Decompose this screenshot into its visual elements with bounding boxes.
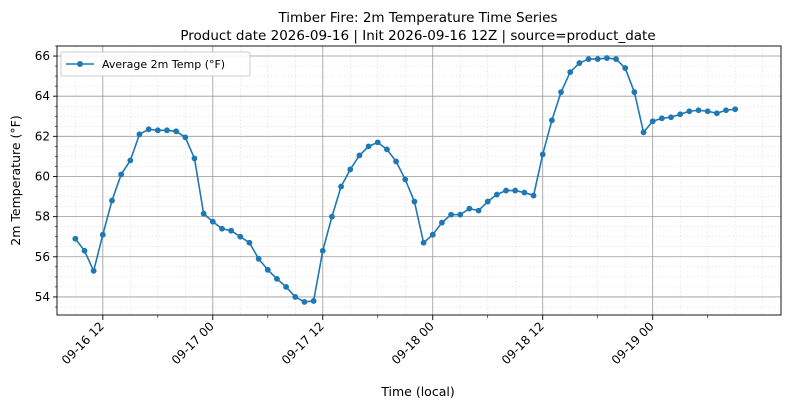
plot-frame [56, 45, 782, 316]
data-point [209, 218, 216, 225]
x-tick-label: 09-18 00 [389, 319, 437, 367]
y-tick-label: 62 [35, 129, 50, 143]
legend: Average 2m Temp (°F) [60, 51, 251, 77]
data-point [154, 127, 161, 134]
data-point [109, 197, 115, 204]
chart-title: Timber Fire: 2m Temperature Time Series [277, 10, 557, 26]
data-point [484, 198, 491, 205]
data-point [292, 294, 299, 300]
y-tick-label: 54 [35, 290, 50, 304]
data-point [439, 219, 445, 226]
data-point [301, 299, 308, 305]
data-point [164, 127, 170, 134]
data-point [429, 231, 436, 238]
data-point [384, 146, 390, 153]
data-point [686, 108, 693, 115]
data-point [503, 187, 509, 194]
data-point [99, 231, 106, 238]
data-point [182, 134, 189, 141]
data-point [118, 171, 125, 178]
data-point [356, 152, 363, 159]
data-point [246, 239, 253, 246]
data-point [668, 114, 674, 121]
data-point [658, 115, 665, 122]
y-axis-label: 2m Temperature (°F) [8, 115, 23, 245]
data-point [640, 129, 647, 136]
data-point [255, 255, 262, 262]
chart-subtitle: Product date 2026-09-16 | Init 2026-09-1… [180, 28, 655, 44]
data-point [145, 126, 152, 133]
data-point [136, 131, 143, 138]
data-point [521, 189, 528, 196]
legend-label: Average 2m Temp (°F) [102, 58, 225, 71]
grid [57, 45, 781, 315]
data-point [494, 191, 500, 198]
data-point [393, 158, 399, 165]
data-point [457, 211, 464, 218]
data-point [329, 213, 335, 220]
data-point [173, 128, 180, 135]
data-point [723, 107, 729, 114]
data-point [512, 187, 519, 194]
y-tick-label: 56 [35, 250, 50, 264]
y-tick-label: 64 [35, 89, 50, 103]
data-point [649, 118, 656, 125]
data-point [576, 60, 583, 66]
data-point [622, 65, 629, 71]
series-layer [72, 55, 739, 305]
x-tick-label: 09-19 00 [609, 319, 657, 367]
data-point [548, 117, 555, 124]
data-point [466, 205, 473, 212]
data-point [191, 155, 198, 162]
legend-marker [77, 61, 83, 67]
data-point [631, 89, 638, 96]
data-point [539, 151, 546, 158]
data-point [677, 111, 684, 118]
data-point [319, 247, 326, 254]
data-point [310, 298, 317, 304]
legend-box [60, 51, 251, 77]
y-tick-label: 60 [35, 169, 50, 183]
data-point [338, 183, 344, 190]
x-tick-label: 09-16 12 [59, 319, 107, 367]
data-point [475, 207, 482, 214]
data-point [530, 192, 537, 199]
data-point [274, 275, 280, 282]
data-point [365, 143, 372, 150]
data-point [585, 56, 592, 62]
data-point [283, 284, 290, 290]
data-point [72, 235, 79, 242]
data-point [732, 106, 739, 113]
data-point [420, 239, 427, 246]
y-tick-label: 66 [35, 49, 50, 63]
data-point [558, 89, 564, 96]
data-point [695, 107, 702, 114]
x-tick-label: 09-17 12 [279, 319, 327, 367]
data-point [219, 225, 225, 232]
data-point [127, 157, 134, 164]
x-tick-label: 09-17 00 [169, 319, 217, 367]
y-tick-label: 58 [35, 210, 50, 224]
data-point [704, 108, 711, 115]
data-point [448, 211, 454, 218]
data-point [90, 267, 97, 274]
data-point [713, 110, 720, 117]
data-point [347, 166, 354, 173]
data-point [594, 56, 601, 62]
data-point [411, 198, 418, 205]
data-point [402, 176, 409, 183]
data-point [237, 233, 244, 240]
x-tick-label: 09-18 12 [499, 319, 547, 367]
data-point [264, 266, 271, 273]
data-point [200, 210, 207, 217]
data-point [613, 56, 619, 62]
data-point [81, 247, 88, 254]
data-point [567, 69, 574, 75]
data-point [603, 55, 610, 61]
x-axis-label: Time (local) [380, 384, 454, 399]
data-point [374, 139, 381, 146]
data-point [228, 227, 235, 234]
